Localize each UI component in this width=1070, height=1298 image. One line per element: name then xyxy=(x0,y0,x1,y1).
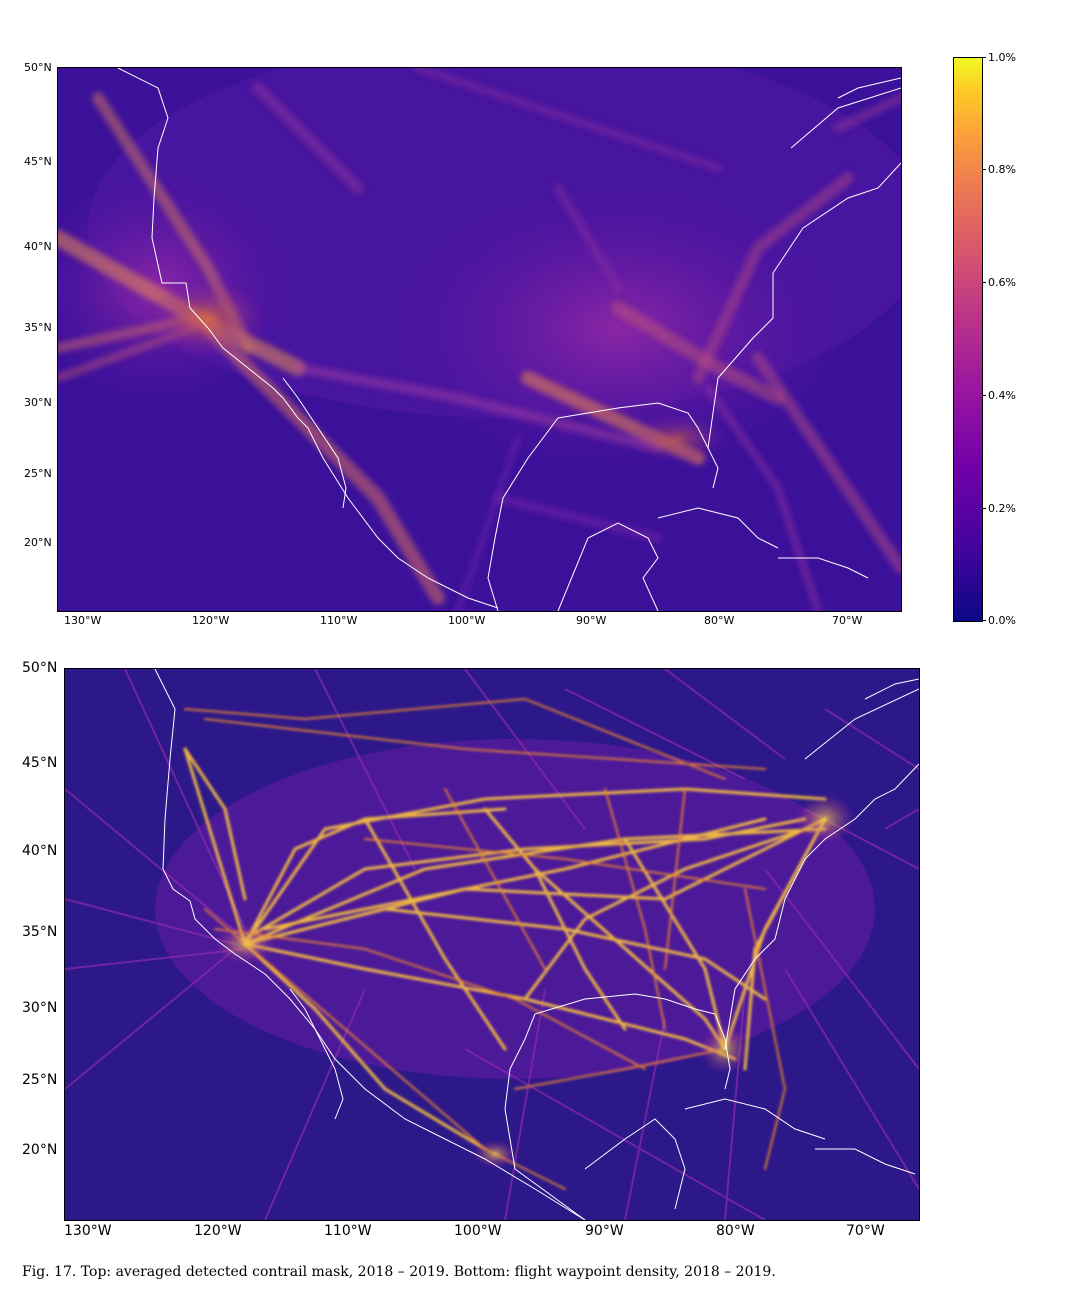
colorbar-label: 0.0% xyxy=(988,614,1016,627)
bottom-lat-label: 45°N xyxy=(22,755,58,771)
bottom-lat-label: 50°N xyxy=(22,660,58,676)
bottom-lon-label: 90°W xyxy=(585,1223,624,1239)
bottom-lat-label: 40°N xyxy=(22,843,58,859)
colorbar-label: 1.0% xyxy=(988,51,1016,64)
top-lon-label: 120°W xyxy=(192,614,230,627)
colorbar-label: 0.6% xyxy=(988,276,1016,289)
contrail-mask-heatmap xyxy=(58,68,901,611)
waypoint-density-heatmap xyxy=(65,669,919,1220)
bottom-lat-label: 35°N xyxy=(22,924,58,940)
top-lat-label: 50°N xyxy=(24,61,52,74)
top-lon-label: 80°W xyxy=(704,614,735,627)
top-lat-label: 35°N xyxy=(24,321,52,334)
coastline xyxy=(154,669,919,1220)
top-lon-label: 70°W xyxy=(832,614,863,627)
bottom-lat-label: 25°N xyxy=(22,1072,58,1088)
bottom-lon-label: 130°W xyxy=(64,1223,112,1239)
top-lon-label: 100°W xyxy=(448,614,486,627)
top-lat-label: 40°N xyxy=(24,240,52,253)
colorbar xyxy=(953,57,983,622)
top-lon-label: 110°W xyxy=(320,614,358,627)
waypoint-density-map xyxy=(64,668,920,1221)
top-lat-label: 25°N xyxy=(24,467,52,480)
top-lon-label: 130°W xyxy=(64,614,102,627)
bottom-lon-label: 120°W xyxy=(194,1223,242,1239)
bottom-lat-label: 20°N xyxy=(22,1142,58,1158)
top-lon-label: 90°W xyxy=(576,614,607,627)
top-lat-label: 45°N xyxy=(24,155,52,168)
colorbar-label: 0.2% xyxy=(988,502,1016,515)
colorbar-label: 0.4% xyxy=(988,389,1016,402)
bottom-lon-label: 100°W xyxy=(454,1223,502,1239)
coastline xyxy=(117,68,901,611)
bottom-lon-label: 80°W xyxy=(716,1223,755,1239)
bottom-lon-label: 110°W xyxy=(324,1223,372,1239)
colorbar-label: 0.8% xyxy=(988,163,1016,176)
figure-caption: Fig. 17. Top: averaged detected contrail… xyxy=(22,1264,776,1280)
bottom-lon-label: 70°W xyxy=(846,1223,885,1239)
bottom-lat-label: 30°N xyxy=(22,1000,58,1016)
top-lat-label: 30°N xyxy=(24,396,52,409)
top-lat-label: 20°N xyxy=(24,536,52,549)
contrail-mask-map xyxy=(57,67,902,612)
